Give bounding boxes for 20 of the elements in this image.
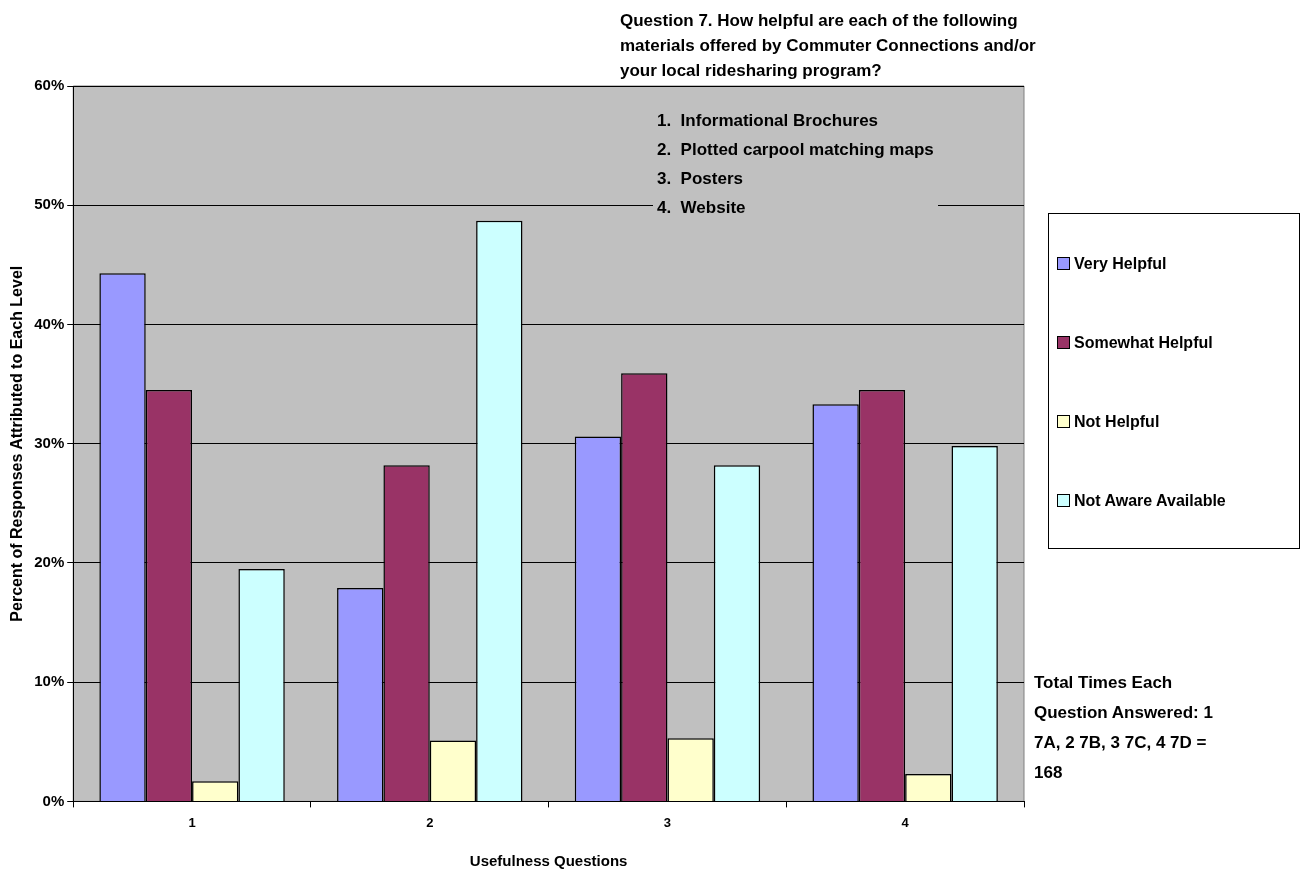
y-tick-label: 60% — [34, 76, 65, 94]
x-tick-label: 1 — [188, 814, 196, 830]
y-tick-label: 30% — [34, 433, 65, 451]
y-tick-label: 10% — [34, 672, 65, 690]
y-tick-label: 50% — [34, 195, 65, 213]
legend-label: Very Helpful — [1074, 254, 1167, 273]
x-tick-label: 4 — [901, 814, 910, 830]
y-axis-title: Percent of Responses Attributed to Each Level — [8, 265, 26, 622]
y-tick-label: 0% — [42, 791, 65, 809]
text: Total Times Each Question Answered: 1 7A, 2 7B, 3 7C, 4 7D = 168 — [1034, 672, 1214, 784]
legend-label: Not Aware Available — [1074, 491, 1226, 510]
y-tick-label: 20% — [34, 553, 65, 571]
y-tick-label: 40% — [34, 314, 65, 332]
x-tick-label: 2 — [426, 814, 434, 830]
legend-label: Somewhat Helpful — [1074, 333, 1213, 352]
chart-title: Question 7. How helpful are each of the following materials offered by Commuter Connections and/or your local ridesharing program? — [620, 10, 1037, 82]
text: 1. Informational Brochures 2. Plotted carpool matching maps 3. Posters 4. Website — [653, 106, 938, 222]
legend-label: Not Helpful — [1074, 412, 1160, 431]
x-tick-label: 3 — [663, 814, 672, 830]
x-axis-title: Usefulness Questions — [469, 852, 628, 870]
